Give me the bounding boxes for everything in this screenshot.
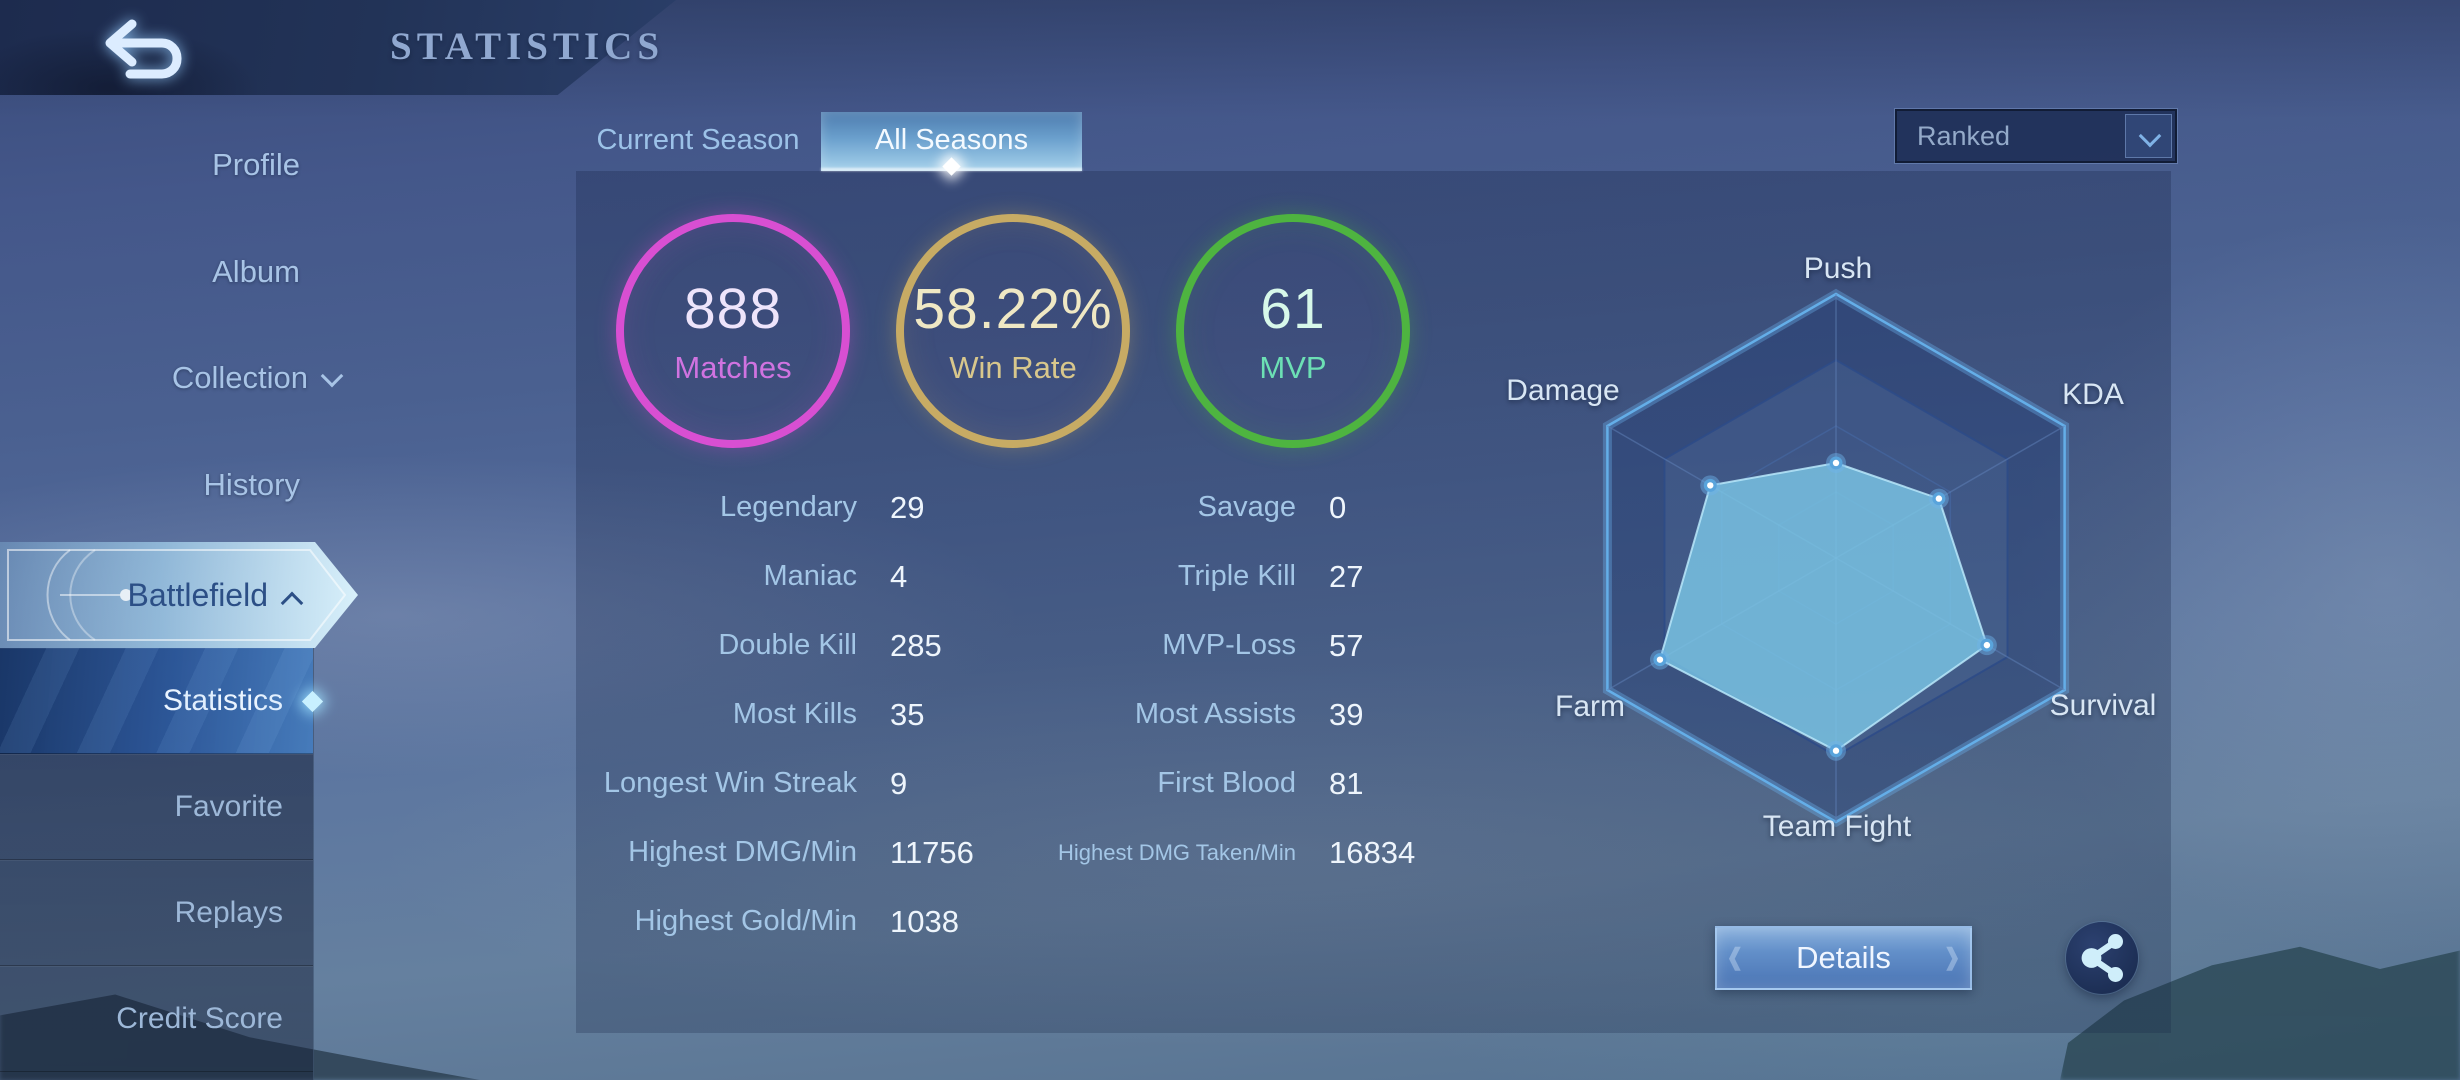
sidebar-item-collection[interactable]: Collection [0,356,357,400]
mvp-value: 61 [1260,277,1326,341]
stat-label: Most Assists [1134,698,1296,730]
matches-circle: 888 Matches [616,214,850,448]
stat-label: MVP-Loss [1162,629,1296,661]
stat-row: Highest Gold/Min 1038 [576,887,974,956]
stat-row: Maniac 4 [576,542,974,611]
stat-row: Most Kills 35 [576,680,974,749]
dropdown-value: Ranked [1917,121,2011,151]
stat-row: Most Assists 39 [990,680,1415,749]
submenu-item-label: Replays [174,896,283,929]
stat-value: 285 [890,627,942,663]
details-button[interactable]: ❰ Details ❱ [1715,926,1972,990]
winrate-value: 58.22% [913,277,1113,341]
sidebar-item-profile[interactable]: Profile [0,143,317,187]
radar-axis-damage: Damage [1506,374,1620,407]
stat-label: Double Kill [718,629,857,661]
stat-label: Most Kills [732,698,857,730]
mode-filter-dropdown[interactable]: Ranked [1895,109,2177,163]
sidebar-item-label: Battlefield [0,542,317,648]
sidebar-item-label: Profile [212,147,300,182]
stat-value: 35 [890,696,925,732]
performance-radar-chart [1556,278,2116,838]
back-arrow-icon [105,19,182,79]
submenu-item-favorite[interactable]: Favorite [0,754,313,860]
matches-label: Matches [674,350,792,385]
sidebar-item-label: Album [212,254,300,289]
stats-column-left: Legendary 29 Maniac 4 Double Kill 285 Most … [576,473,974,956]
sidebar-item-label: History [203,467,300,502]
page-title: STATISTICS [390,25,665,68]
battlefield-submenu: Statistics Favorite Replays Credit Score [0,648,314,1080]
tab-label: Current Season [596,124,800,156]
battlefield-banner-shape [0,542,358,648]
stats-column-right: Savage 0 Triple Kill 27 MVP-Loss 57 Most As… [990,473,1415,887]
stat-value: 29 [890,489,925,525]
stat-value: 4 [890,558,908,594]
stat-row: Longest Win Streak 9 [576,749,974,818]
button-ornament-right: ❱ [1941,944,1962,971]
stat-value: 39 [1329,696,1364,732]
submenu-item-credit-score[interactable]: Credit Score [0,966,313,1072]
radar-axis-kda: KDA [2062,378,2124,411]
chevron-down-icon [2138,124,2162,148]
sidebar-item-label: Collection [171,360,308,395]
stat-row: First Blood 81 [990,749,1415,818]
button-ornament-left: ❰ [1725,944,1746,971]
share-button[interactable] [2066,922,2138,994]
stat-value: 1038 [890,903,959,939]
stat-label: Maniac [763,560,858,592]
submenu-item-label: Favorite [174,790,283,823]
sidebar-item-album[interactable]: Album [0,250,317,294]
matches-value: 888 [683,277,783,341]
stat-row: Savage 0 [990,473,1415,542]
radar-axis-survival: Survival [2049,689,2157,722]
stat-row: MVP-Loss 57 [990,611,1415,680]
stat-row: Legendary 29 [576,473,974,542]
winrate-label: Win Rate [949,350,1077,385]
stat-value: 11756 [890,834,974,870]
stat-label: Legendary [719,491,857,523]
winrate-circle: 58.22% Win Rate [896,214,1130,448]
stat-label: Triple Kill [1177,560,1296,592]
stat-label: Highest DMG Taken/Min [1057,839,1296,865]
stat-row: Highest DMG/Min 11756 [576,818,974,887]
sidebar-item-battlefield[interactable]: Battlefield [0,542,358,648]
back-button[interactable] [96,12,196,84]
submenu-item-statistics[interactable]: Statistics [0,648,313,754]
submenu-item-label: Credit Score [116,1002,283,1035]
mvp-label: MVP [1259,350,1327,385]
stat-value: 16834 [1329,834,1416,870]
radar-axis-team-fight: Team Fight [1762,810,1912,843]
share-nodes-icon [2081,934,2123,982]
battlefield-banner-ornament [7,549,347,641]
radar-axis-push: Push [1803,252,1873,285]
stat-row: Double Kill 285 [576,611,974,680]
stat-value: 0 [1329,489,1347,525]
stat-row: Highest DMG Taken/Min 16834 [990,818,1415,887]
stat-row: Triple Kill 27 [990,542,1415,611]
dropdown-arrow-box [2125,114,2172,158]
radar-svg [1602,288,2070,828]
submenu-item-replays[interactable]: Replays [0,860,313,966]
tab-current-season[interactable]: Current Season [576,118,820,162]
details-button-label: Details [1796,940,1891,975]
stat-label: First Blood [1157,767,1296,799]
stat-value: 81 [1329,765,1364,801]
stat-value: 57 [1329,627,1364,663]
tab-label: All Seasons [874,124,1029,156]
radar-axis-farm: Farm [1555,690,1625,723]
stat-value: 27 [1329,558,1364,594]
stat-label: Savage [1197,491,1296,523]
chevron-up-icon [280,591,304,614]
chevron-down-icon [320,364,344,388]
mvp-circle: 61 MVP [1176,214,1410,448]
submenu-item-label: Statistics [162,684,283,717]
sidebar-item-history[interactable]: History [0,463,317,507]
stat-label: Longest Win Streak [603,767,857,799]
stat-label: Highest Gold/Min [634,905,857,937]
stat-label: Highest DMG/Min [628,836,857,868]
stat-value: 9 [890,765,908,801]
